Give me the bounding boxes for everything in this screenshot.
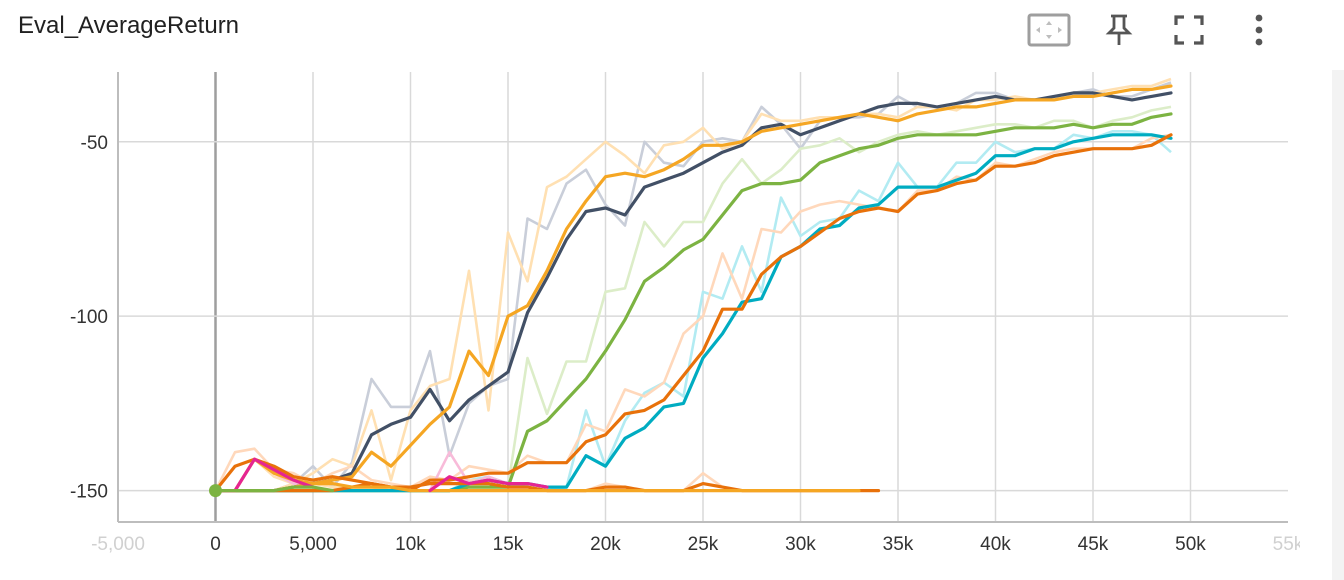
y-tick-label: -100 — [70, 307, 108, 328]
x-tick-label: 45k — [1078, 534, 1109, 555]
series-line-3 — [213, 133, 1173, 493]
y-axis-ticks: -50 -100 -150 — [70, 133, 108, 503]
x-tick-label: 0 — [210, 534, 221, 555]
start-marker — [209, 484, 222, 498]
x-tick-label: 30k — [785, 534, 816, 555]
series-line-6 — [213, 457, 861, 493]
series-line-9 — [213, 485, 335, 493]
pin-icon — [1105, 14, 1133, 45]
x-tick-label: 55k — [1273, 534, 1300, 555]
x-tick-label: 10k — [395, 534, 426, 555]
fullscreen-button[interactable] — [1154, 10, 1224, 50]
fit-domain-button[interactable] — [1014, 10, 1084, 50]
pin-button[interactable] — [1084, 10, 1154, 50]
x-tick-label: 25k — [688, 534, 719, 555]
x-tick-label: 15k — [493, 534, 524, 555]
x-axis-ticks: -5,000 0 5,000 10k 15k 20k 25k 30k 35k 40k 45k 50k 5… — [91, 534, 1300, 555]
fullscreen-icon — [1174, 15, 1204, 45]
raw-series-line-0 — [215, 81, 1172, 492]
chart-title: Eval_AverageReturn — [18, 12, 240, 39]
fit-domain-icon — [1027, 13, 1071, 47]
y-tick-label: -150 — [70, 482, 108, 503]
raw-series-line-1 — [215, 77, 1172, 492]
smoothed-series-lines — [213, 84, 1173, 493]
x-tick-label: -5,000 — [91, 534, 145, 555]
series-line-1 — [213, 84, 1173, 493]
scrollbar[interactable] — [1290, 0, 1344, 580]
line-chart[interactable]: -5,000 0 5,000 10k 15k 20k 25k 30k 35k 40k 45k 50k 5… — [0, 0, 1300, 580]
raw-series-lines — [214, 77, 1172, 492]
chart-axes — [117, 72, 1288, 523]
x-tick-label: 20k — [590, 534, 621, 555]
start-point-dot — [209, 484, 222, 498]
more-vert-icon — [1255, 14, 1263, 46]
y-tick-label: -50 — [81, 133, 108, 154]
x-tick-label: 35k — [883, 534, 914, 555]
x-tick-label: 5,000 — [289, 534, 337, 555]
x-tick-label: 40k — [980, 534, 1011, 555]
chart-toolbar — [1014, 10, 1294, 50]
more-options-button[interactable] — [1224, 10, 1294, 50]
scrollbar-track[interactable] — [1332, 70, 1344, 580]
series-line-8 — [428, 475, 549, 493]
x-tick-label: 50k — [1175, 534, 1206, 555]
